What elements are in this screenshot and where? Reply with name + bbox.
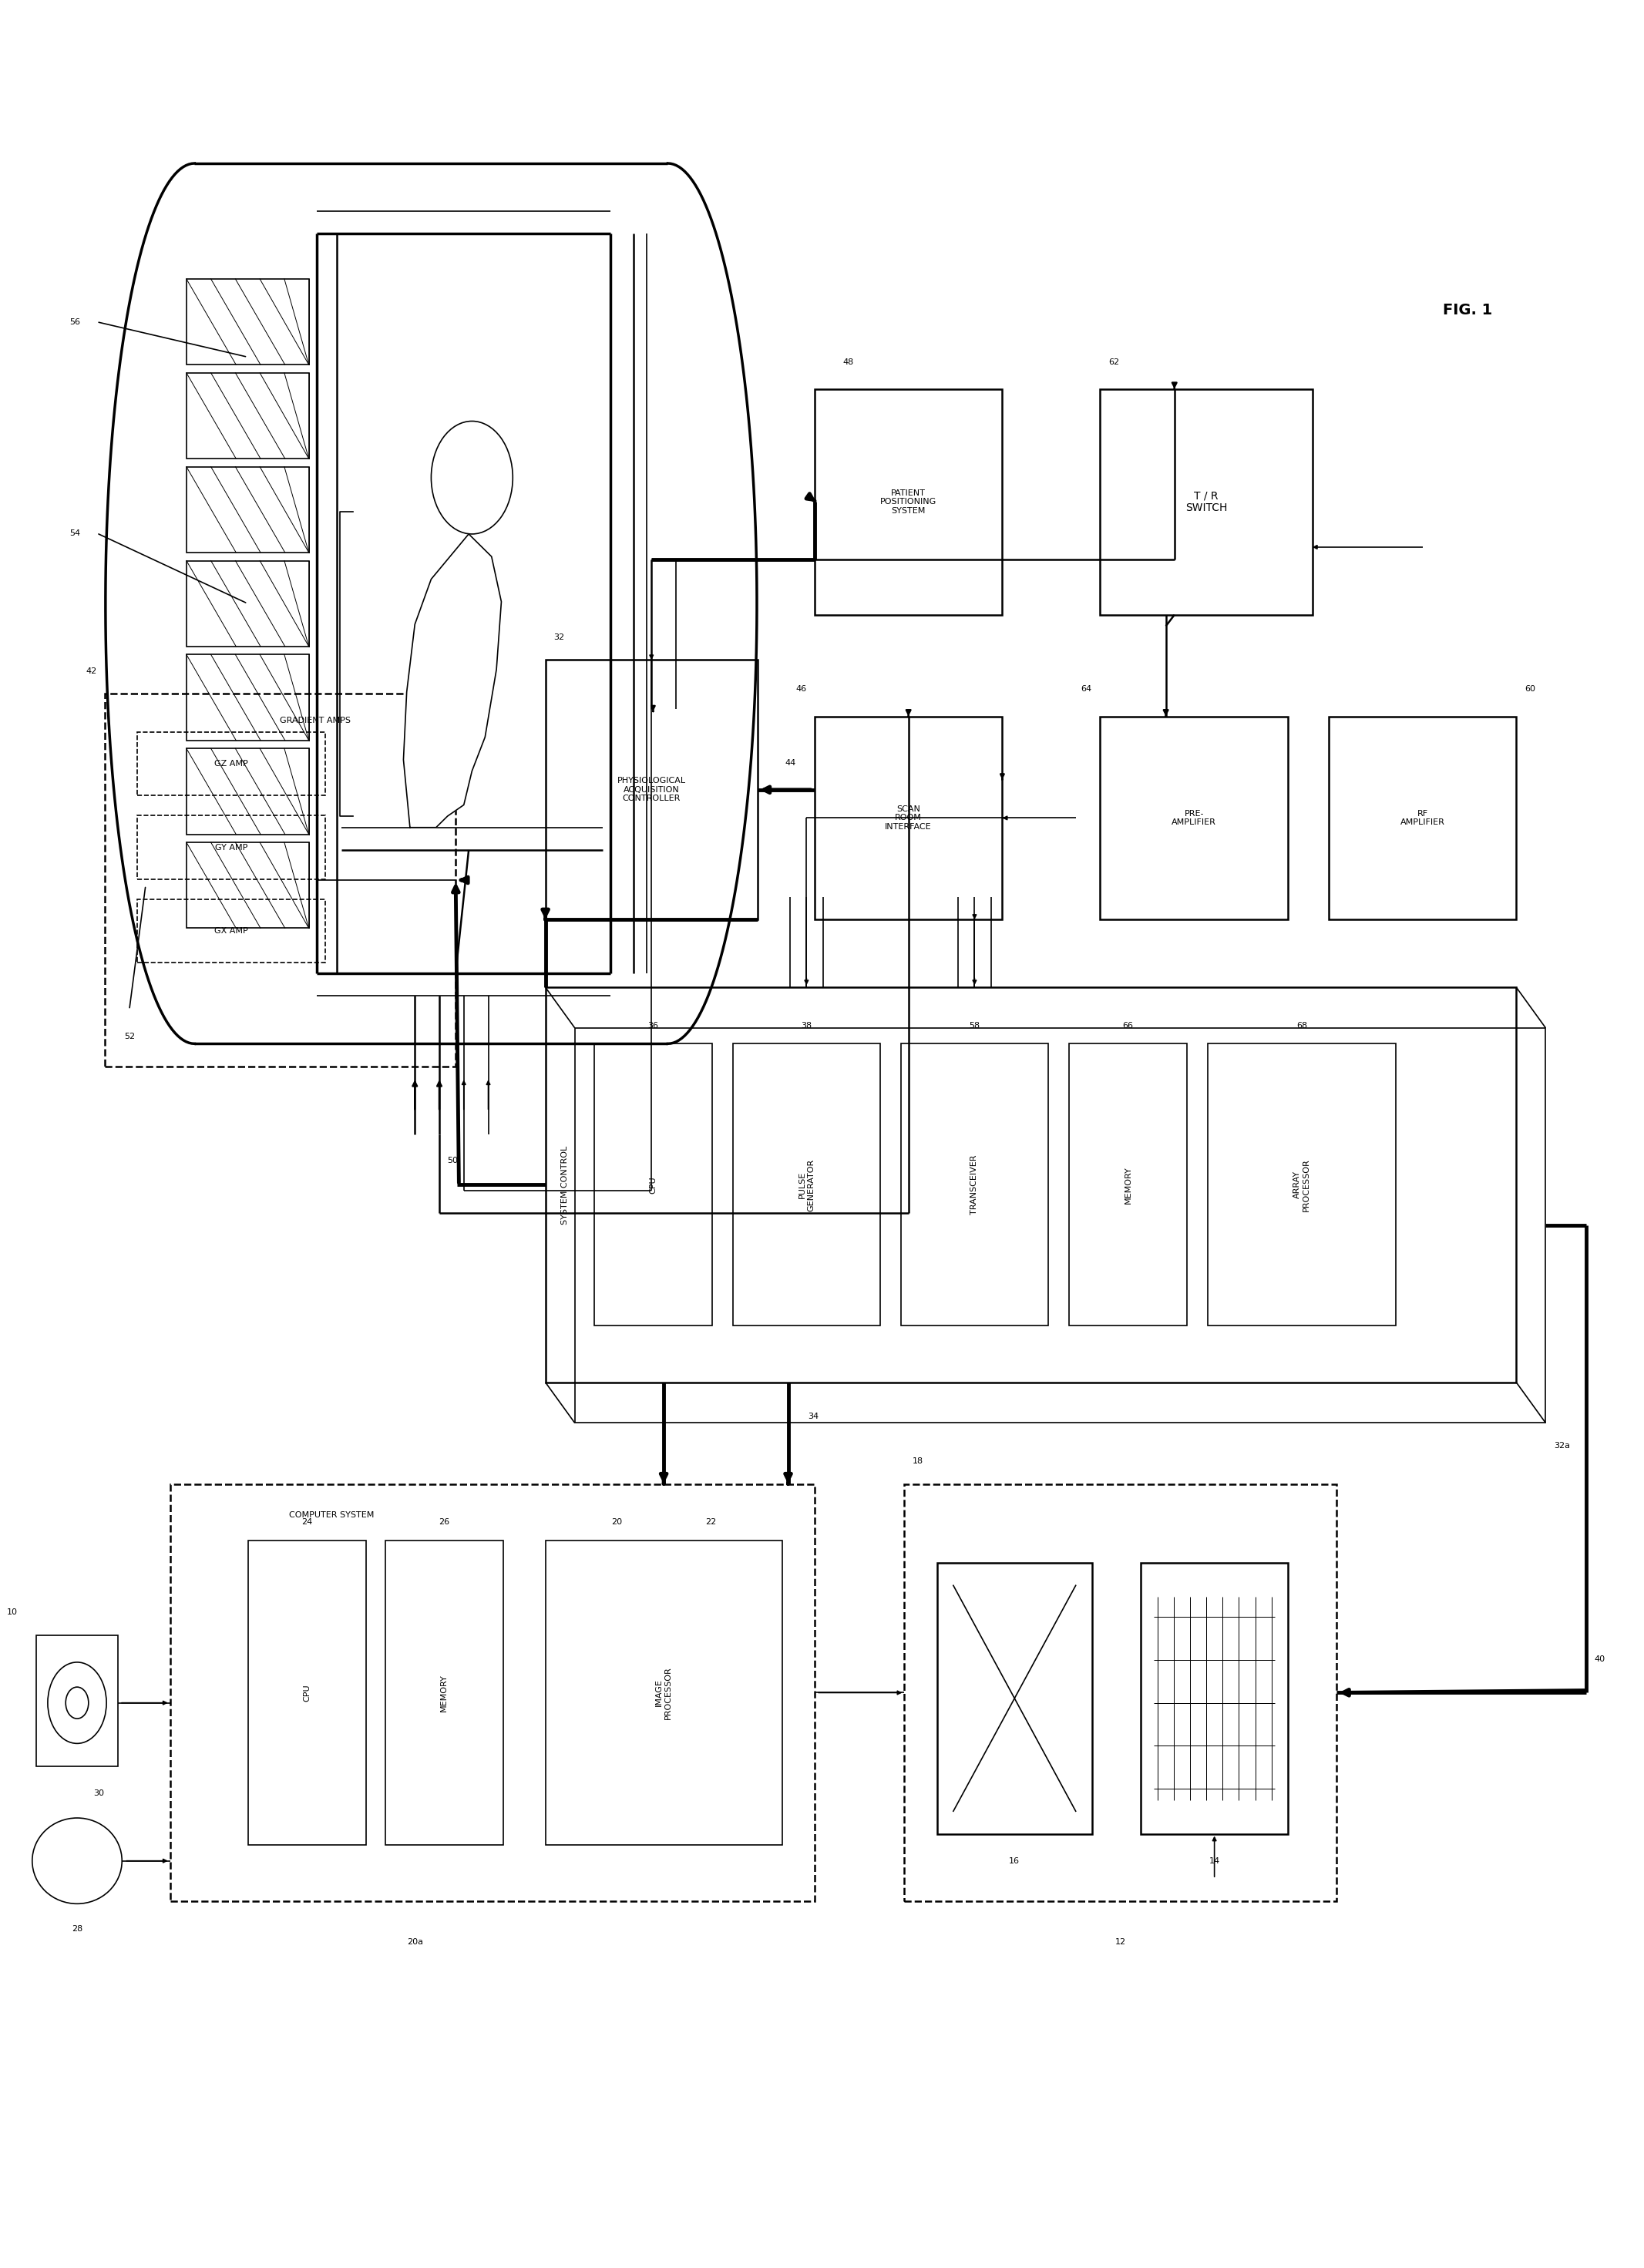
Text: 62: 62: [1108, 358, 1120, 365]
Bar: [901, 1043, 1047, 1327]
Text: 40: 40: [1595, 1656, 1606, 1662]
Text: GZ AMP: GZ AMP: [214, 760, 248, 767]
Bar: [248, 1540, 367, 1846]
Text: 22: 22: [705, 1517, 717, 1526]
Text: 44: 44: [784, 760, 796, 767]
Bar: [186, 279, 309, 365]
Text: 32a: 32a: [1554, 1442, 1570, 1449]
Bar: [138, 898, 326, 962]
Text: RF
AMPLIFIER: RF AMPLIFIER: [1401, 810, 1445, 826]
Text: 32: 32: [554, 633, 564, 642]
Text: 60: 60: [1524, 685, 1535, 694]
Text: 36: 36: [648, 1023, 659, 1030]
Bar: [815, 717, 1003, 919]
Bar: [36, 1635, 118, 1767]
Circle shape: [431, 422, 513, 533]
Text: 26: 26: [439, 1517, 450, 1526]
Bar: [546, 1540, 783, 1846]
Text: FIG. 1: FIG. 1: [1443, 302, 1493, 318]
Bar: [1208, 1043, 1396, 1327]
Text: 52: 52: [123, 1032, 135, 1041]
Text: 10: 10: [7, 1608, 16, 1617]
Bar: [1328, 717, 1516, 919]
Text: 20a: 20a: [408, 1939, 423, 1946]
Text: GY AMP: GY AMP: [215, 844, 248, 850]
Text: IMAGE
PROCESSOR: IMAGE PROCESSOR: [656, 1667, 672, 1719]
Bar: [546, 987, 1516, 1381]
Bar: [138, 816, 326, 880]
Bar: [1141, 1563, 1287, 1835]
Text: TRANSCEIVER: TRANSCEIVER: [970, 1154, 978, 1216]
Bar: [169, 1483, 815, 1901]
Text: 34: 34: [807, 1413, 819, 1420]
Bar: [186, 372, 309, 458]
Text: PATIENT
POSITIONING
SYSTEM: PATIENT POSITIONING SYSTEM: [880, 490, 937, 515]
Bar: [186, 841, 309, 928]
Bar: [546, 660, 758, 919]
Text: 38: 38: [801, 1023, 812, 1030]
Text: CPU: CPU: [649, 1177, 658, 1193]
Text: 16: 16: [1009, 1857, 1019, 1864]
Text: SCAN
ROOM
INTERFACE: SCAN ROOM INTERFACE: [884, 805, 932, 830]
Text: CPU: CPU: [302, 1683, 311, 1701]
Text: GX AMP: GX AMP: [214, 928, 248, 934]
Text: MEMORY: MEMORY: [1124, 1166, 1131, 1204]
Bar: [815, 390, 1003, 615]
Text: 28: 28: [72, 1926, 82, 1932]
Text: 68: 68: [1295, 1023, 1307, 1030]
Text: 24: 24: [301, 1517, 312, 1526]
Polygon shape: [403, 533, 501, 828]
Bar: [186, 560, 309, 646]
Text: 30: 30: [94, 1789, 104, 1796]
Bar: [1100, 390, 1312, 615]
Bar: [937, 1563, 1092, 1835]
Text: 58: 58: [968, 1023, 980, 1030]
Bar: [186, 467, 309, 553]
Text: 56: 56: [69, 318, 81, 327]
Text: 64: 64: [1082, 685, 1092, 694]
Text: 14: 14: [1208, 1857, 1220, 1864]
Text: COMPUTER SYSTEM: COMPUTER SYSTEM: [289, 1510, 373, 1520]
Text: 12: 12: [1115, 1939, 1126, 1946]
Bar: [105, 694, 455, 1066]
Text: MEMORY: MEMORY: [441, 1674, 449, 1712]
Bar: [733, 1043, 880, 1327]
Text: GRADIENT AMPS: GRADIENT AMPS: [279, 717, 350, 723]
Text: 20: 20: [612, 1517, 621, 1526]
Bar: [1069, 1043, 1187, 1327]
Text: 54: 54: [69, 528, 81, 538]
Text: 42: 42: [85, 667, 97, 676]
Bar: [385, 1540, 503, 1846]
Bar: [138, 733, 326, 796]
Text: PHYSIOLOGICAL
ACQUISITION
CONTROLLER: PHYSIOLOGICAL ACQUISITION CONTROLLER: [616, 778, 686, 803]
Text: 46: 46: [796, 685, 807, 694]
Text: 66: 66: [1123, 1023, 1133, 1030]
Text: 18: 18: [912, 1458, 924, 1465]
Text: ARRAY
PROCESSOR: ARRAY PROCESSOR: [1294, 1159, 1310, 1211]
Text: 48: 48: [843, 358, 853, 365]
Text: T / R
SWITCH: T / R SWITCH: [1185, 490, 1226, 513]
Bar: [186, 655, 309, 739]
Bar: [186, 748, 309, 835]
Text: SYSTEM CONTROL: SYSTEM CONTROL: [561, 1145, 569, 1225]
Text: 50: 50: [447, 1157, 459, 1163]
Bar: [595, 1043, 712, 1327]
Bar: [904, 1483, 1337, 1901]
Text: PRE-
AMPLIFIER: PRE- AMPLIFIER: [1172, 810, 1217, 826]
Bar: [1100, 717, 1287, 919]
Bar: [575, 1027, 1545, 1422]
Text: PULSE
GENERATOR: PULSE GENERATOR: [797, 1159, 815, 1211]
